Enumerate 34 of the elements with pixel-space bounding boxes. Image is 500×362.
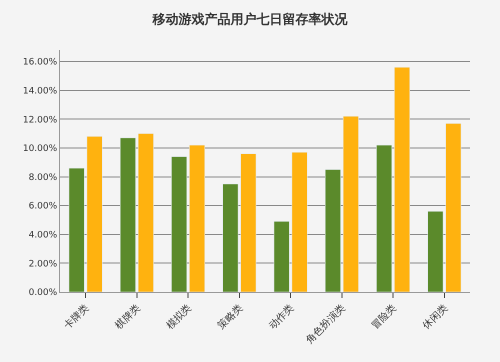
y-tick-label: 8.00%: [28, 172, 58, 183]
x-tick-label: 冒险类: [369, 302, 399, 332]
x-tick-label: 策略类: [215, 302, 246, 332]
bar: [292, 152, 308, 292]
bar: [324, 169, 341, 292]
y-tick-label: 14.00%: [22, 86, 58, 96]
bar: [171, 156, 188, 292]
bar: [86, 136, 103, 292]
y-tick-label: 2.00%: [28, 259, 58, 270]
bar: [427, 211, 444, 292]
x-tick-label: 角色扮演类: [304, 302, 348, 346]
x-tick-label: 休闲类: [420, 302, 450, 332]
bar: [274, 221, 290, 292]
bar: [240, 153, 256, 292]
x-tick-label: 动作类: [266, 302, 296, 332]
y-tick-label: 0.00%: [28, 288, 58, 298]
bar: [222, 184, 238, 292]
x-tick-label: 棋牌类: [112, 302, 143, 332]
bar: [120, 138, 136, 292]
bar: [342, 116, 359, 292]
y-tick-label: 4.00%: [28, 230, 58, 241]
chart-title: 移动游戏产品用户七日留存率状况: [152, 12, 348, 28]
bar: [189, 144, 206, 292]
bar: [68, 168, 85, 292]
bar: [138, 133, 154, 292]
x-tick-label: 模拟类: [164, 302, 194, 332]
bar: [445, 123, 462, 292]
y-tick-label: 10.00%: [22, 144, 58, 154]
y-tick-label: 12.00%: [22, 115, 58, 126]
bar: [394, 67, 410, 292]
x-tick-label: 卡牌类: [62, 302, 92, 332]
y-tick-label: 6.00%: [28, 202, 58, 212]
bar: [376, 144, 392, 292]
y-tick-label: 16.00%: [22, 58, 58, 68]
